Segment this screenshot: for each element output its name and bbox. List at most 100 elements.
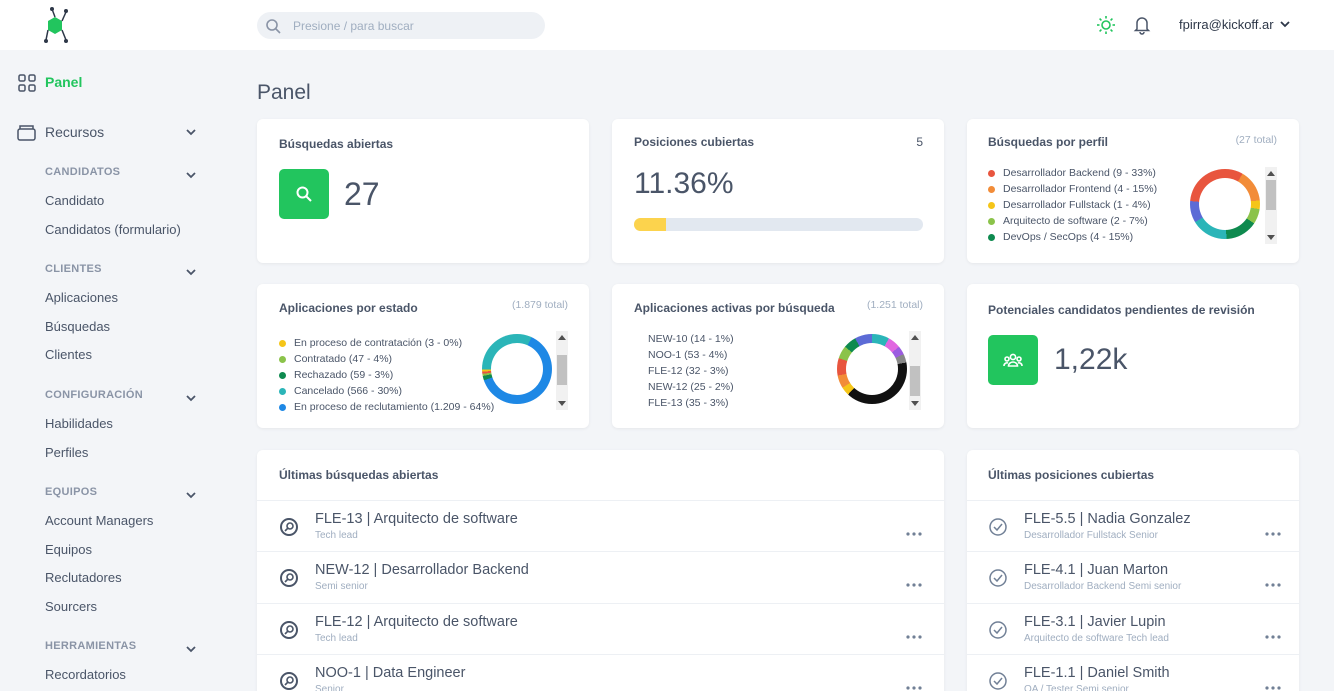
nav-item[interactable]: Aplicaciones [45,290,118,305]
legend-dot [988,201,995,209]
panel-icon [18,74,36,92]
nav-item[interactable]: Reclutadores [45,570,122,586]
row-menu[interactable] [1265,678,1281,690]
chevron[interactable] [185,265,197,276]
row-subtitle: Senior [315,683,344,691]
card-title: Aplicaciones activas por búsqueda [634,301,835,315]
row-menu[interactable] [906,678,922,690]
theme-toggle[interactable] [1096,15,1116,35]
card-value: 11.36% [634,167,734,200]
icon-box [988,335,1038,385]
nav-item[interactable]: Equipos [45,541,92,557]
row-subtitle: Tech lead [315,530,358,541]
row-title[interactable]: FLE-3.1 | Javier Lupin [1024,613,1166,630]
divider [967,551,1299,553]
divider [967,500,1299,501]
logo[interactable] [42,6,72,46]
nav-item[interactable]: Clientes [45,347,92,363]
page-title: Panel [257,81,311,104]
row-menu[interactable] [906,627,922,639]
legend-dot [279,371,286,379]
latest-positions-card: Últimas posiciones cubiertas FLE-5.5 | N… [967,450,1299,691]
user-chevron[interactable] [1279,20,1291,30]
row-menu[interactable] [1265,627,1281,639]
nav-group-title[interactable]: CLIENTES [45,263,102,275]
row-title[interactable]: NEW-12 | Desarrollador Backend [315,562,529,579]
legend-dot [988,233,995,241]
card-title: Potenciales candidatos pendientes de rev… [988,303,1255,317]
row-menu[interactable] [1265,524,1281,536]
legend-item: En proceso de reclutamiento (1.209 - 64%… [294,401,495,413]
card-total: (27 total) [1235,134,1277,146]
nav-item[interactable]: Recordatorios [45,667,126,682]
nav-group-title[interactable]: EQUIPOS [45,486,98,498]
nav-item[interactable]: Búsquedas [45,318,111,334]
applications-by-status-card: Aplicaciones por estado (1.879 total) En… [257,284,589,428]
nav-panel[interactable]: Panel [45,74,83,90]
chevron[interactable] [185,488,197,499]
user-menu[interactable]: fpirra@kickoff.ar [1179,17,1274,32]
row-title[interactable]: FLE-1.1 | Daniel Smith [1024,664,1170,681]
row-menu[interactable] [906,524,922,536]
divider [257,602,944,604]
row-menu[interactable] [906,575,922,587]
legend-dot [279,339,286,347]
card-title: Últimas búsquedas abiertas [279,468,439,482]
row-title[interactable]: FLE-5.5 | Nadia Gonzalez [1024,511,1191,527]
row-subtitle: Semi senior [315,581,368,593]
search-icon [279,671,299,691]
scrollbar[interactable] [1265,167,1277,244]
chevron[interactable] [185,168,197,179]
row-title[interactable]: FLE-4.1 | Juan Marton [1024,562,1169,579]
notifications[interactable] [1133,15,1151,35]
row-title[interactable]: FLE-13 | Arquitecto de software [315,511,518,527]
row-subtitle: Desarrollador Backend Semi senior [1024,581,1182,593]
nav-resources[interactable]: Recursos [45,124,105,140]
nav-item[interactable]: Perfiles [45,444,89,460]
nav-group-title[interactable]: HERRAMIENTAS [45,640,137,652]
progress-bar [634,218,923,231]
donut-chart [837,334,907,404]
row-subtitle: QA / Tester Semi senior [1024,683,1129,691]
divider [967,653,1299,655]
card-title: Búsquedas por perfil [988,135,1109,149]
search-box[interactable]: Presione / para buscar [257,12,545,39]
icon-box [279,169,329,219]
nav-item[interactable]: Habilidades [45,416,113,431]
search-icon [279,517,299,537]
chevron[interactable] [185,128,197,138]
legend-item: Desarrollador Frontend (4 - 15%) [1003,183,1158,195]
nav-item[interactable]: Candidato [45,193,105,208]
legend-dot [279,387,286,395]
legend-item: Arquitecto de software (2 - 7%) [1003,215,1148,227]
check-icon [988,517,1008,537]
card-title: Posiciones cubiertas [634,135,755,149]
scrollbar[interactable] [909,331,921,410]
chevron[interactable] [185,642,197,653]
check-icon [988,671,1008,691]
chevron[interactable] [185,391,197,402]
nav-item[interactable]: Account Managers [45,513,154,528]
pending-candidates-card: Potenciales candidatos pendientes de rev… [967,284,1299,428]
progress-fill [634,218,666,231]
card-title: Últimas posiciones cubiertas [988,468,1155,482]
card-value: 1,22k [1054,343,1128,376]
legend-dot [988,185,995,193]
top-bar: Presione / para buscar fpirra@kickoff.ar [0,0,1334,50]
row-title[interactable]: FLE-12 | Arquitecto de software [315,613,518,630]
nav-group-title[interactable]: CONFIGURACIÓN [45,389,144,401]
nav-item[interactable]: Candidatos (formulario) [45,221,181,237]
searches-by-profile-card: Búsquedas por perfil (27 total) Desarrol… [967,119,1299,263]
resources-icon [17,125,36,141]
check-icon [988,620,1008,640]
scrollbar[interactable] [556,331,568,410]
row-title[interactable]: NOO-1 | Data Engineer [315,664,466,681]
nav-group-title[interactable]: CANDIDATOS [45,166,121,178]
row-menu[interactable] [1265,575,1281,587]
nav-item[interactable]: Sourcers [45,598,98,614]
covered-positions-card: Posiciones cubiertas 5 11.36% [612,119,944,263]
legend-item: NEW-12 (25 - 2%) [648,381,734,393]
legend-item: Contratado (47 - 4%) [294,353,393,365]
